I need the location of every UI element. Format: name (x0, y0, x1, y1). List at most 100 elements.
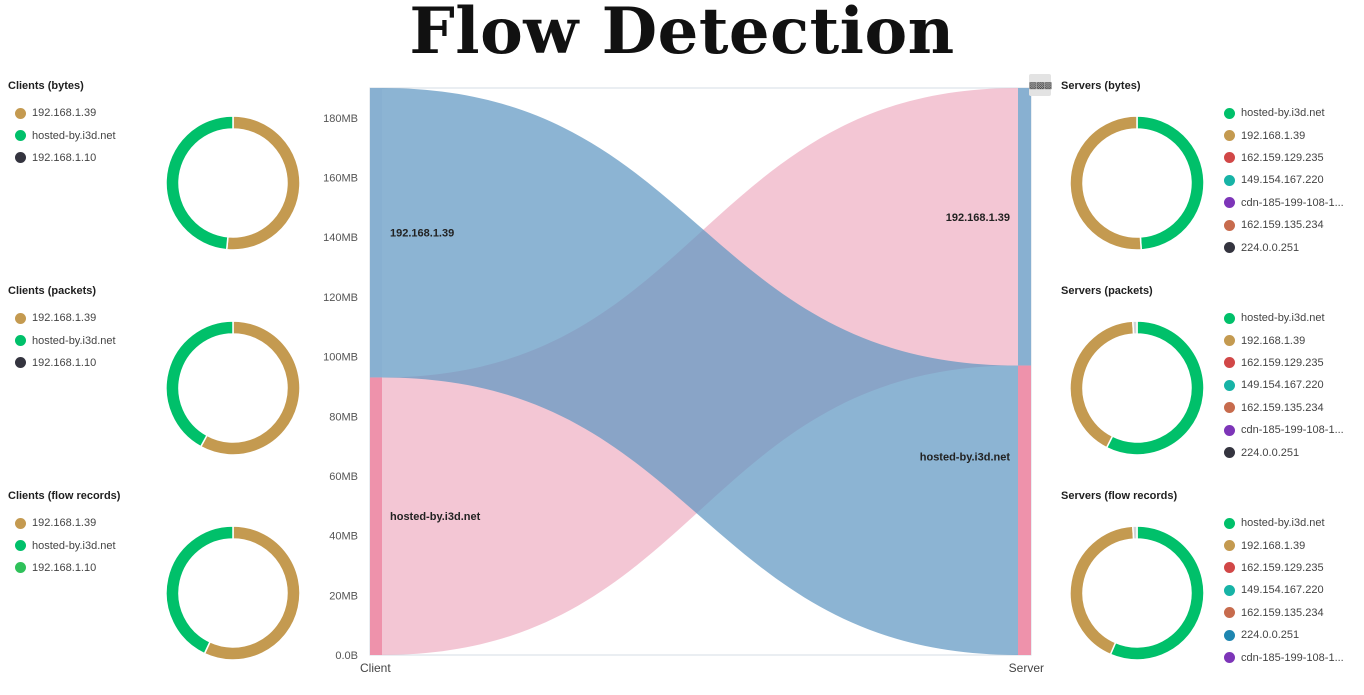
legend: 192.168.1.39 hosted-by.i3d.net 192.168.1.1… (15, 512, 155, 579)
donut-slice[interactable] (165, 115, 234, 251)
legend-label: 192.168.1.10 (32, 356, 97, 369)
legend-item[interactable]: 192.168.1.39 (15, 307, 155, 329)
legend-item[interactable]: 192.168.1.39 (15, 512, 155, 534)
legend-swatch-icon (15, 130, 26, 142)
legend-item[interactable]: 224.0.0.251 (1224, 441, 1344, 463)
legend-swatch-icon (1224, 130, 1235, 142)
donut-chart (165, 320, 301, 456)
legend-item[interactable]: 162.159.135.234 (1224, 214, 1344, 236)
legend-item[interactable]: 192.168.1.39 (15, 102, 155, 124)
legend-item[interactable]: 162.159.129.235 (1224, 557, 1344, 579)
legend-item[interactable]: 162.159.135.234 (1224, 602, 1344, 624)
legend-swatch-icon (15, 107, 26, 119)
y-tick-label: 20MB (329, 590, 358, 602)
legend-item[interactable]: 192.168.1.10 (15, 557, 155, 579)
legend-item[interactable]: 192.168.1.39 (1224, 329, 1344, 351)
left-panel: Clients (bytes) 192.168.1.39 hosted-by.i3d… (8, 80, 348, 285)
panel-title: Clients (flow records) (8, 490, 121, 502)
legend-item[interactable]: 192.168.1.39 (1224, 124, 1344, 146)
legend-item[interactable]: 192.168.1.10 (15, 352, 155, 374)
legend-label: 192.168.1.10 (32, 151, 97, 164)
sankey-node[interactable] (1018, 88, 1031, 366)
sankey-node-label: 192.168.1.39 (390, 228, 454, 240)
legend-label: 192.168.1.39 (1241, 129, 1306, 142)
donut-slice[interactable] (1069, 115, 1143, 251)
donut-slice[interactable] (1109, 525, 1205, 661)
donut-chart (1069, 525, 1205, 661)
donut-slice[interactable] (1069, 525, 1135, 656)
legend-swatch-icon (15, 540, 26, 552)
legend-item[interactable]: 224.0.0.251 (1224, 624, 1344, 646)
legend-item[interactable]: 162.159.135.234 (1224, 397, 1344, 419)
legend-swatch-icon (1224, 424, 1235, 436)
legend-item[interactable]: hosted-by.i3d.net (15, 534, 155, 556)
legend-item[interactable]: 192.168.1.10 (15, 147, 155, 169)
legend-label: hosted-by.i3d.net (32, 334, 116, 347)
legend-label: 162.159.135.234 (1241, 606, 1324, 619)
left-panel: Clients (packets) 192.168.1.39 hosted-by.i… (8, 285, 348, 490)
legend-swatch-icon (1224, 357, 1235, 369)
y-tick-label: 60MB (329, 471, 358, 483)
legend-swatch-icon (1224, 584, 1235, 596)
legend-item[interactable]: 149.154.167.220 (1224, 374, 1344, 396)
legend-swatch-icon (15, 312, 26, 324)
legend-swatch-icon (15, 562, 26, 574)
legend-item[interactable]: 162.159.129.235 (1224, 352, 1344, 374)
donut-slice[interactable] (1105, 320, 1205, 456)
legend-item[interactable]: hosted-by.i3d.net (1224, 102, 1344, 124)
donut-slice[interactable] (225, 115, 301, 251)
legend-label: 192.168.1.39 (1241, 334, 1306, 347)
legend-label: 192.168.1.10 (32, 561, 97, 574)
legend-item[interactable]: hosted-by.i3d.net (15, 124, 155, 146)
panel-title: Servers (packets) (1061, 285, 1153, 297)
donut-chart (1069, 115, 1205, 251)
donut-chart (165, 115, 301, 251)
right-panel: Servers (bytes) hosted-by.i3d.net 192.168.… (1061, 80, 1364, 285)
legend-item[interactable]: cdn-185-199-108-1... (1224, 192, 1344, 214)
donut-slice[interactable] (1131, 525, 1138, 540)
sankey-node-label: hosted-by.i3d.net (390, 511, 481, 523)
donut-slice[interactable] (1136, 115, 1205, 251)
legend-label: hosted-by.i3d.net (32, 129, 116, 142)
donut-chart (1069, 320, 1205, 456)
sankey-node[interactable] (1018, 365, 1031, 655)
legend-swatch-icon (1224, 402, 1235, 414)
sankey-chart: 0.0B 20MB 40MB 60MB 80MB 100MB 120MB 140MB 160MB… (315, 80, 1055, 680)
legend: 192.168.1.39 hosted-by.i3d.net 192.168.1.1… (15, 307, 155, 374)
legend-item[interactable]: 162.159.129.235 (1224, 147, 1344, 169)
legend-item[interactable]: 224.0.0.251 (1224, 236, 1344, 258)
legend-swatch-icon (1224, 335, 1235, 347)
donut-slice[interactable] (1131, 320, 1138, 335)
donut-slice[interactable] (165, 320, 234, 448)
legend-item[interactable]: 149.154.167.220 (1224, 579, 1344, 601)
legend-label: 162.159.129.235 (1241, 151, 1324, 164)
sankey-link[interactable] (382, 88, 1018, 655)
legend-item[interactable]: hosted-by.i3d.net (15, 329, 155, 351)
legend-item[interactable]: 192.168.1.39 (1224, 534, 1344, 556)
right-panel: Servers (packets) hosted-by.i3d.net 192.16… (1061, 285, 1364, 490)
donut-slice[interactable] (1069, 320, 1135, 449)
legend-swatch-icon (1224, 562, 1235, 574)
legend-swatch-icon (1224, 219, 1235, 231)
right-panel: Servers (flow records) hosted-by.i3d.net 1… (1061, 490, 1364, 695)
legend-swatch-icon (1224, 107, 1235, 119)
legend-label: 149.154.167.220 (1241, 174, 1324, 187)
grid-dots-icon[interactable]: ▩▩▩ (1029, 74, 1052, 96)
legend-swatch-icon (1224, 152, 1235, 164)
legend-item[interactable]: 149.154.167.220 (1224, 169, 1344, 191)
sankey-node[interactable] (370, 88, 382, 378)
donut-slice[interactable] (199, 320, 301, 456)
donut-chart (165, 525, 301, 661)
donut-slice[interactable] (165, 525, 234, 655)
legend-label: cdn-185-199-108-1... (1241, 424, 1344, 437)
sankey-node[interactable] (370, 377, 382, 655)
legend-item[interactable]: hosted-by.i3d.net (1224, 512, 1344, 534)
legend-item[interactable]: hosted-by.i3d.net (1224, 307, 1344, 329)
legend-swatch-icon (15, 335, 26, 347)
donut-slice[interactable] (203, 525, 301, 661)
legend-swatch-icon (1224, 652, 1235, 664)
left-panel: Clients (flow records) 192.168.1.39 hosted… (8, 490, 348, 695)
legend-label: 162.159.135.234 (1241, 401, 1324, 414)
legend-item[interactable]: cdn-185-199-108-1... (1224, 419, 1344, 441)
legend-item[interactable]: cdn-185-199-108-1... (1224, 646, 1344, 668)
